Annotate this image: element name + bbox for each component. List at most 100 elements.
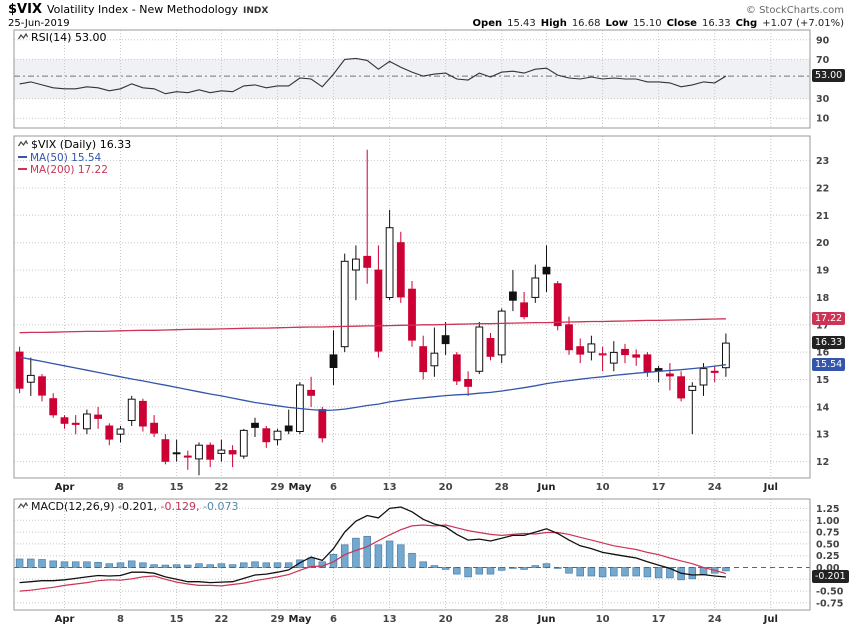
histogram-bar [150,564,158,568]
histogram-bar [598,567,607,578]
rsi-label-text: RSI(14) 53.00 [31,31,107,44]
close-value-box: 16.33 [812,336,846,349]
x-tick-label: 10 [596,482,610,493]
x-tick-label: 10 [596,614,610,625]
candle [195,442,203,476]
candle [688,382,697,435]
candle [374,245,383,358]
histogram-bar [363,535,371,568]
histogram-bar [296,559,304,568]
x-tick-label: 20 [439,482,453,493]
candle [621,343,629,364]
price-y-tick: 20 [816,238,830,249]
histogram-bar [27,558,35,568]
rsi-value-box: 53.00 [812,69,846,82]
histogram-bar [610,567,618,577]
macd-sparkline-icon [17,501,29,514]
quote-strip: Open 15.43 High 16.68 Low 15.10 Close 16… [473,18,844,29]
candle [475,322,484,374]
x-tick-label: Jul [763,482,778,493]
candle [329,330,338,385]
close-value: 16.33 [701,18,731,29]
histogram-bar [408,552,416,568]
candle [385,209,394,301]
x-tick-label: 15 [170,614,184,625]
candle [542,245,551,292]
copyright: © StockCharts.com [745,5,844,16]
histogram-bar [116,562,125,568]
histogram-bar [643,567,652,578]
rsi-line [19,57,727,95]
x-tick-label: 8 [117,482,124,493]
candle [576,338,585,364]
candle [307,376,316,407]
rsi-y-tick: 10 [816,114,830,125]
histogram-bar [139,562,147,568]
histogram-bar [486,567,495,575]
histogram-bar [251,561,259,568]
candle [26,357,35,396]
histogram-bar [60,561,69,568]
candle [83,409,91,435]
x-tick-label: May [288,482,311,493]
macd-value-3: -0.073 [202,500,239,513]
candle [710,365,719,383]
rsi-y-tick: 90 [816,35,830,46]
candle [677,371,686,402]
histogram-bar [666,567,674,579]
histogram-bar [632,567,640,577]
candle [340,253,349,353]
x-tick-label: 15 [170,482,184,493]
price-y-tick: 14 [816,402,830,413]
histogram-bar [475,567,484,575]
price-y-tick: 23 [816,156,829,167]
candle [587,335,596,361]
ma50-legend: MA(50) 15.54 [18,152,101,164]
x-tick-label: 22 [214,482,228,493]
x-axis-row-1: Apr 8 15 22 29 May 6 13 20 28 Jun 10 17 24 Jul [55,482,778,493]
ma200-swatch-icon [18,168,27,170]
histogram-bar [49,560,57,568]
candle [509,270,517,312]
candle [172,439,181,462]
main-title-text: $VIX (Daily) 16.33 [31,138,132,151]
price-y-tick: 22 [816,184,829,195]
candle [251,417,259,437]
candle [105,423,114,446]
x-tick-label: 29 [271,614,285,625]
candle [60,415,69,429]
low-value: 15.10 [632,18,662,29]
x-tick-label: 17 [652,614,666,625]
histogram-bar [464,567,472,578]
candle [150,415,158,437]
chg-value: +1.07 (+7.01%) [762,18,844,29]
candle [531,264,540,303]
candle [452,352,461,385]
candle [486,333,495,361]
candles [15,149,730,476]
histogram-bar [688,567,697,580]
candle [598,346,607,372]
high-label: High [540,18,567,29]
x-tick-label: 28 [495,614,509,625]
ma200-value-box: 17.22 [812,312,846,325]
x-tick-label: 8 [117,614,124,625]
histogram-bar [94,561,102,568]
chart-header: $VIX Volatility Index - New Methodology … [8,2,844,29]
histogram-bar [195,563,203,568]
rsi-panel-label: RSI(14) 53.00 [17,31,107,45]
macd-line [19,506,726,584]
x-tick-label: 29 [271,482,285,493]
candle [217,439,226,462]
x-tick-label: Apr [55,614,75,625]
chg-label: Chg [735,18,758,29]
histogram-bar [385,540,394,568]
macd-plot: 1.251.000.750.500.250.00-0.25-0.50-0.75 [13,498,844,611]
histogram-bar [217,563,226,568]
histogram-bar [83,561,91,568]
candle [666,363,674,391]
histogram-bar [262,562,271,568]
ma50-swatch-icon [18,156,27,158]
macd-value-2: -0.129, [160,500,200,513]
